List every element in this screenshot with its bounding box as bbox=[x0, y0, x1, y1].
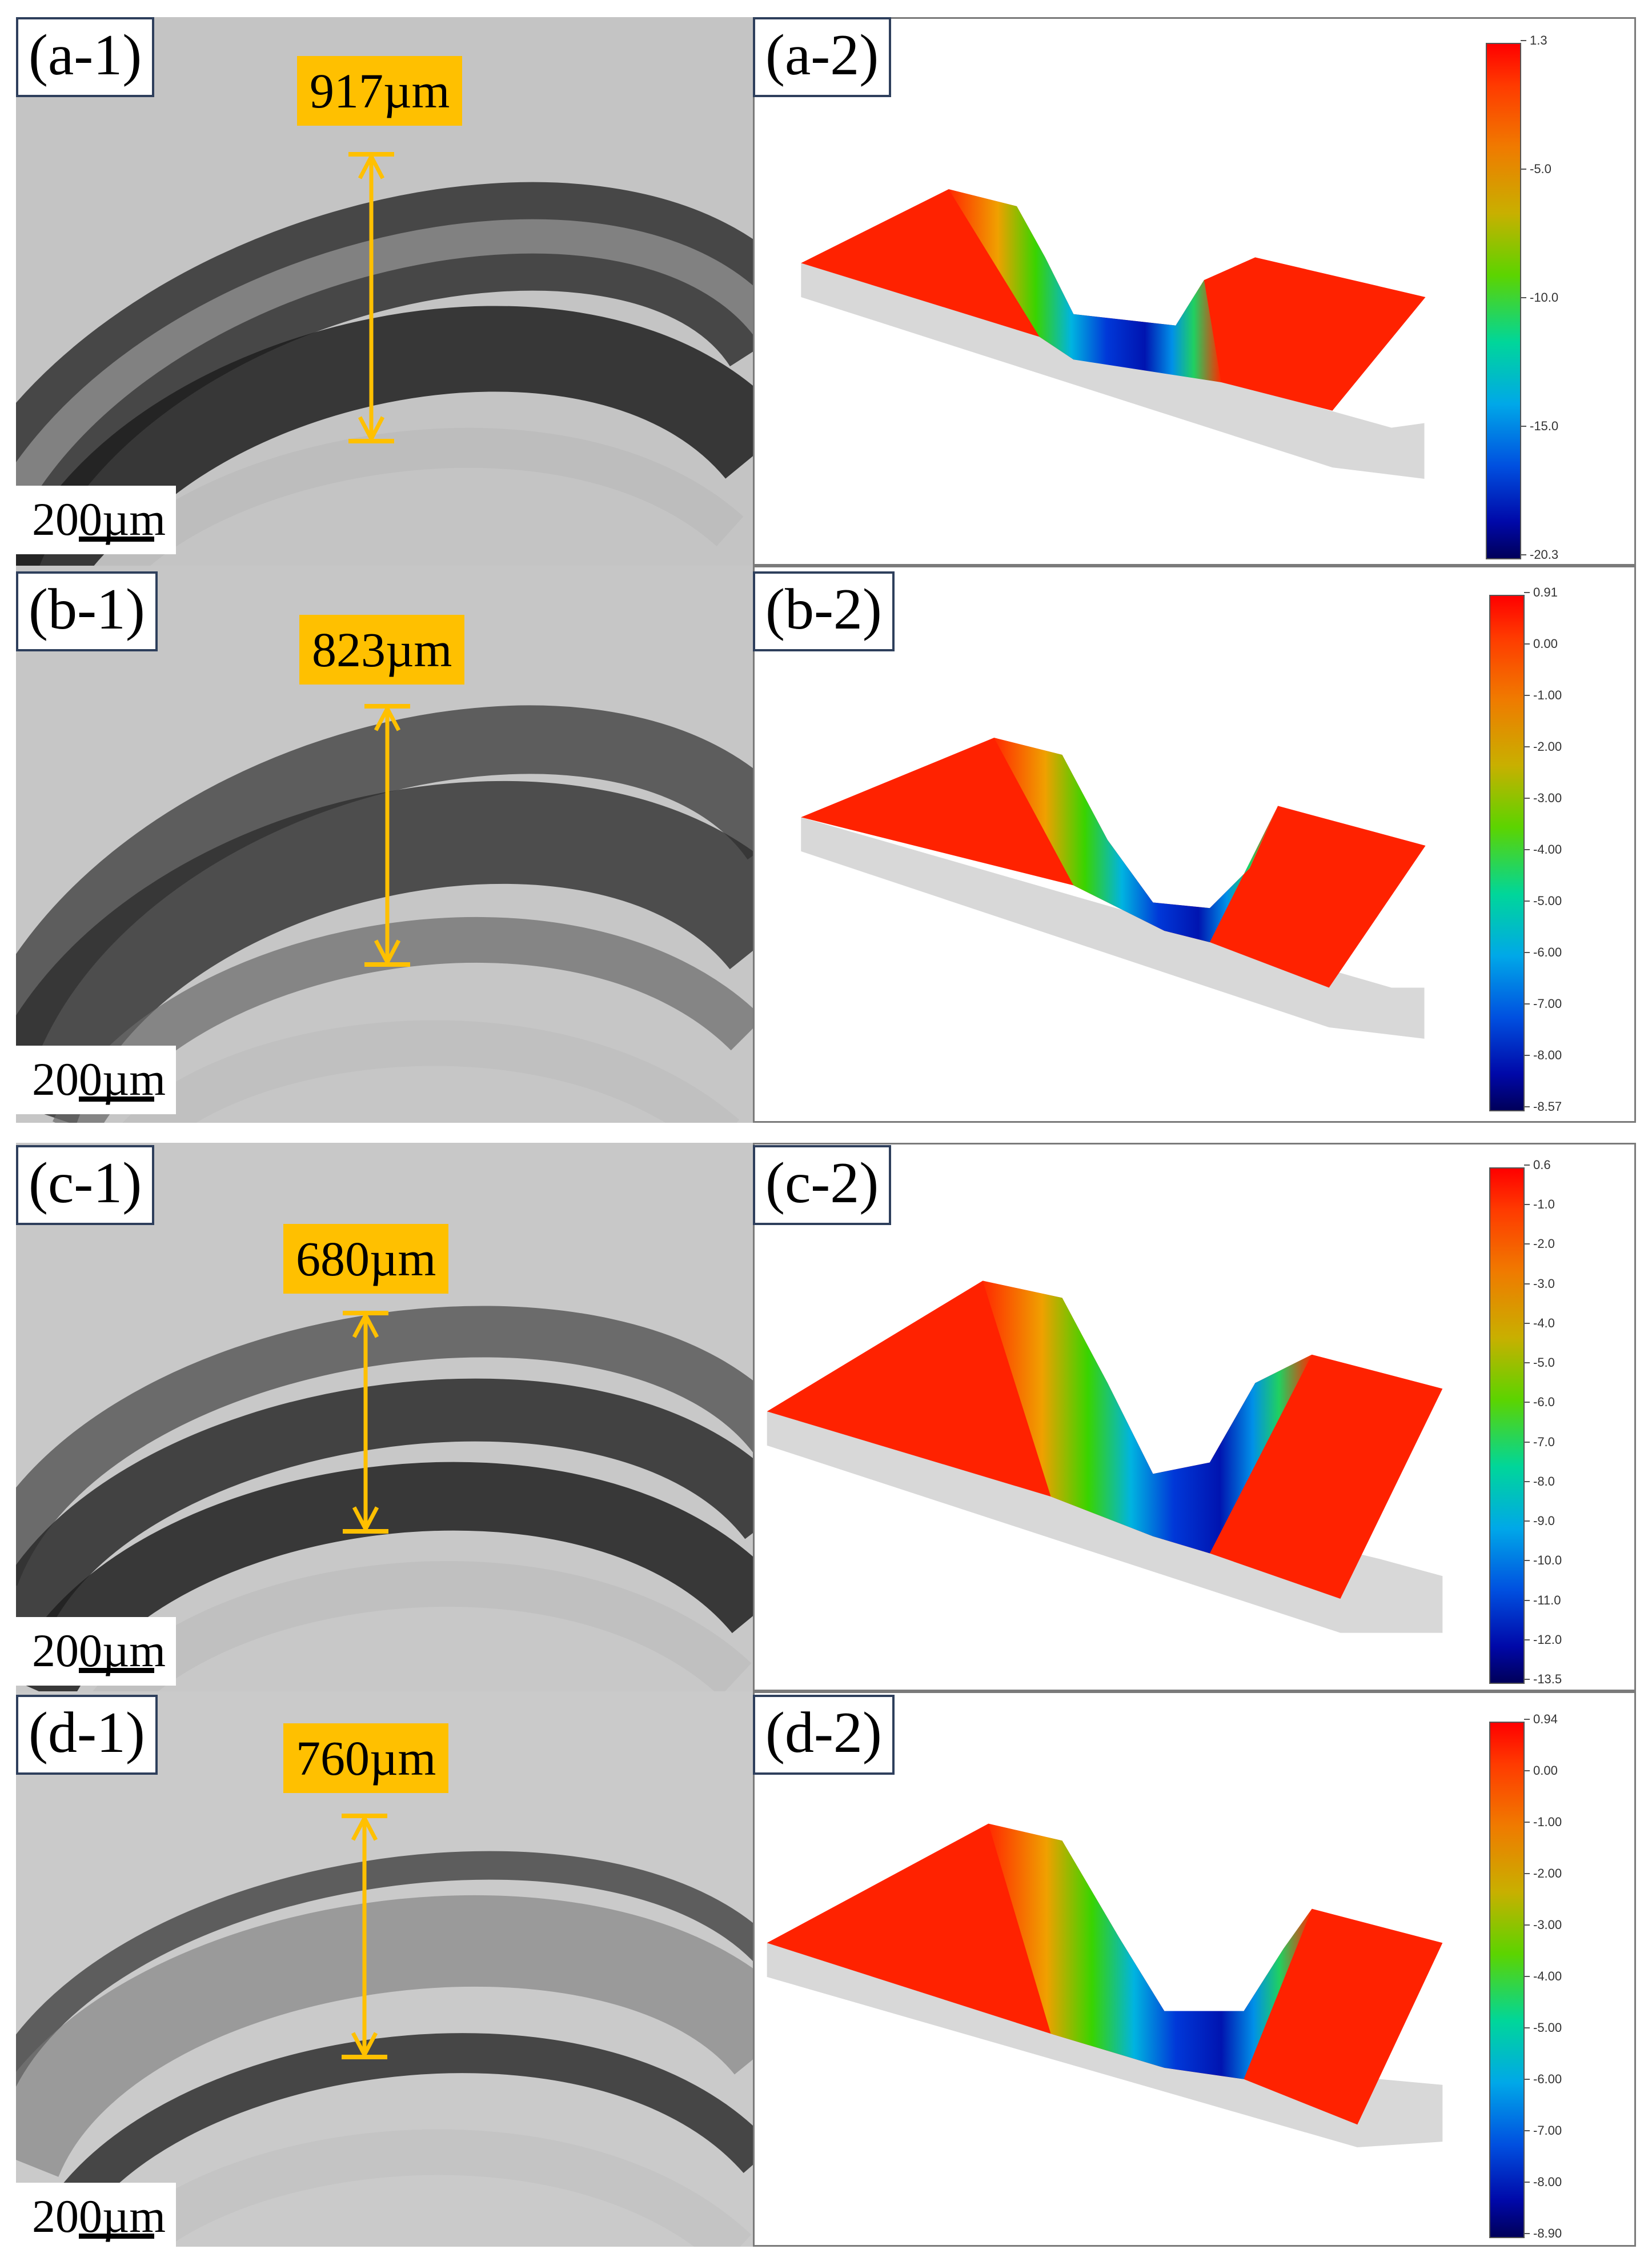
colorbar-tick-b-2: -1.00 bbox=[1523, 688, 1562, 702]
colorbar-tick-d-6: -5.00 bbox=[1523, 2020, 1562, 2035]
colorbar-tick-c-4: -4.0 bbox=[1524, 1315, 1555, 1330]
panel-label-a-2: (a-2) bbox=[753, 17, 892, 97]
scale-bar-label-b: 200µm bbox=[32, 1053, 166, 1105]
colorbar-c bbox=[1489, 1167, 1525, 1684]
colorbar-tick-a-4: -20.3 bbox=[1520, 547, 1559, 562]
colorbar-tick-b-7: -6.00 bbox=[1523, 945, 1562, 959]
colorbar-tick-b-6: -5.00 bbox=[1523, 894, 1562, 908]
colorbar-tick-d-1: 0.00 bbox=[1524, 1763, 1558, 1778]
colorbar-tick-d-8: -7.00 bbox=[1523, 2123, 1562, 2138]
colorbar-tick-d-3: -2.00 bbox=[1523, 1866, 1562, 1880]
colorbar-d bbox=[1489, 1722, 1525, 2238]
colorbar-tick-a-2: -10.0 bbox=[1520, 290, 1559, 305]
panel-label-d-1: (d-1) bbox=[16, 1695, 158, 1775]
colorbar-tick-b-9: -8.00 bbox=[1523, 1048, 1562, 1062]
profile-3d-c bbox=[753, 1143, 1636, 1691]
colorbar-tick-d-5: -4.00 bbox=[1523, 1969, 1562, 1983]
surface-profile-d bbox=[767, 1823, 1443, 2148]
panel-label-a-1: (a-1) bbox=[16, 17, 155, 97]
width-label-c: 680µm bbox=[283, 1224, 449, 1294]
colorbar-tick-b-4: -3.00 bbox=[1523, 791, 1562, 805]
colorbar-tick-a-0: 1.3 bbox=[1521, 33, 1547, 47]
scale-bar-line-a bbox=[79, 537, 154, 542]
colorbar-tick-c-10: -10.0 bbox=[1523, 1553, 1562, 1568]
profile-3d-d bbox=[753, 1691, 1636, 2247]
colorbar-tick-b-5: -4.00 bbox=[1523, 842, 1562, 857]
colorbar-tick-c-2: -2.0 bbox=[1524, 1236, 1555, 1251]
panel-label-b-1: (b-1) bbox=[16, 571, 158, 651]
colorbar-tick-c-8: -8.0 bbox=[1524, 1474, 1555, 1488]
surface-profile-a bbox=[801, 189, 1426, 479]
surface-profile-b bbox=[801, 738, 1426, 1039]
scale-bar-d: 200µm bbox=[16, 2183, 177, 2251]
width-arrow-b bbox=[364, 704, 410, 967]
colorbar-tick-b-8: -7.00 bbox=[1523, 997, 1562, 1011]
colorbar-tick-c-3: -3.0 bbox=[1524, 1276, 1555, 1291]
width-label-d: 760µm bbox=[283, 1723, 449, 1793]
panel-label-d-2: (d-2) bbox=[753, 1695, 895, 1775]
colorbar-a bbox=[1486, 43, 1521, 559]
scale-bar-label-d: 200µm bbox=[32, 2190, 166, 2242]
scale-bar-c: 200µm bbox=[16, 1617, 177, 1686]
scale-bar-a: 200µm bbox=[16, 486, 177, 554]
micrograph-b bbox=[16, 566, 753, 1123]
colorbar-tick-b-10: -8.57 bbox=[1523, 1099, 1562, 1114]
colorbar-tick-d-9: -8.00 bbox=[1523, 2175, 1562, 2189]
colorbar-tick-a-3: -15.0 bbox=[1520, 419, 1559, 433]
colorbar-tick-d-0: 0.94 bbox=[1524, 1712, 1558, 1726]
wear-track-image-b bbox=[16, 566, 753, 1123]
colorbar-tick-c-6: -6.0 bbox=[1524, 1395, 1555, 1410]
colorbar-tick-d-2: -1.00 bbox=[1523, 1815, 1562, 1829]
scale-bar-b: 200µm bbox=[16, 1046, 177, 1114]
scale-bar-line-d bbox=[79, 2234, 154, 2239]
width-arrow-a bbox=[348, 152, 394, 443]
width-label-a: 917µm bbox=[297, 56, 463, 126]
colorbar-tick-b-0: 0.91 bbox=[1524, 585, 1558, 599]
surface-profile-c bbox=[767, 1280, 1443, 1633]
profile-3d-b bbox=[753, 566, 1636, 1123]
colorbar-tick-d-7: -6.00 bbox=[1523, 2072, 1562, 2086]
colorbar-tick-d-10: -8.90 bbox=[1523, 2226, 1562, 2240]
width-arrow-c bbox=[343, 1311, 388, 1534]
colorbar-tick-c-7: -7.0 bbox=[1524, 1434, 1555, 1449]
colorbar-tick-a-1: -5.0 bbox=[1521, 162, 1551, 176]
colorbar-tick-c-11: -11.0 bbox=[1524, 1592, 1561, 1607]
panel-label-b-2: (b-2) bbox=[753, 571, 895, 651]
scale-bar-line-b bbox=[79, 1097, 154, 1102]
colorbar-tick-c-0: 0.6 bbox=[1524, 1158, 1551, 1172]
scale-bar-label-a: 200µm bbox=[32, 493, 166, 545]
width-label-b: 823µm bbox=[299, 615, 465, 685]
colorbar-tick-c-13: -13.5 bbox=[1523, 1672, 1562, 1686]
colorbar-b bbox=[1489, 595, 1525, 1111]
panel-label-c-2: (c-2) bbox=[753, 1145, 892, 1225]
colorbar-tick-c-1: -1.0 bbox=[1524, 1197, 1555, 1212]
width-arrow-d bbox=[342, 1814, 387, 2059]
scale-bar-line-c bbox=[79, 1668, 154, 1673]
panel-label-c-1: (c-1) bbox=[16, 1145, 155, 1225]
colorbar-tick-c-12: -12.0 bbox=[1523, 1632, 1562, 1647]
colorbar-tick-b-1: 0.00 bbox=[1524, 637, 1558, 651]
colorbar-tick-d-4: -3.00 bbox=[1523, 1918, 1562, 1932]
scale-bar-label-c: 200µm bbox=[32, 1624, 166, 1676]
profile-3d-a bbox=[753, 17, 1636, 566]
colorbar-tick-b-3: -2.00 bbox=[1523, 739, 1562, 754]
colorbar-tick-c-5: -5.0 bbox=[1524, 1355, 1555, 1370]
colorbar-tick-c-9: -9.0 bbox=[1524, 1514, 1555, 1528]
